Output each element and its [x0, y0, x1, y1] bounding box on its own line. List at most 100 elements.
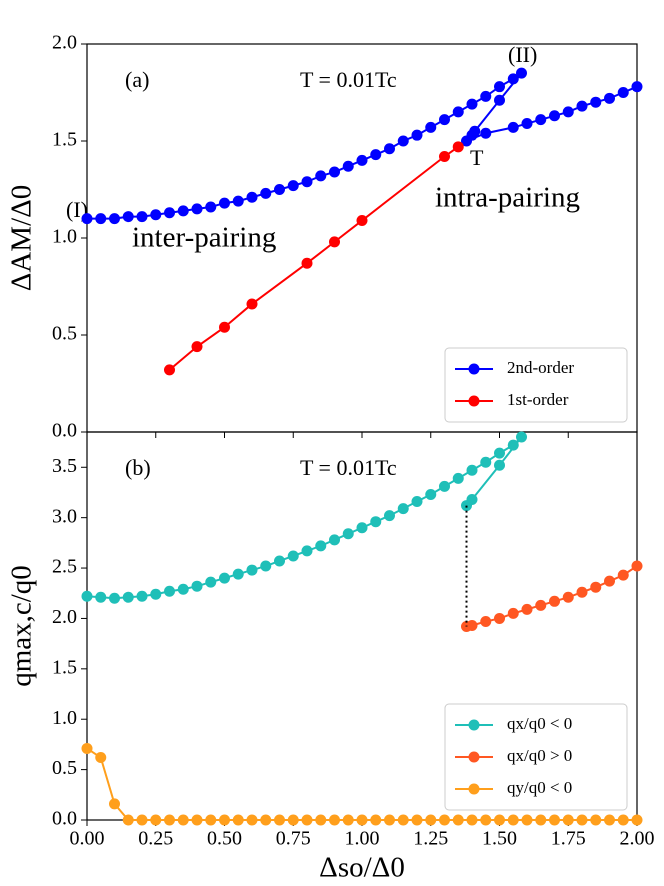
data-point [425, 121, 437, 133]
data-point [122, 211, 134, 223]
data-point [466, 619, 478, 631]
legend-label: qx/q0 > 0 [507, 746, 572, 765]
data-point [562, 814, 574, 826]
x-tick-label: 0.25 [138, 828, 173, 850]
data-point [177, 583, 189, 595]
data-point [232, 195, 244, 207]
x-tick-label: 0.50 [207, 828, 242, 850]
legend-marker [468, 783, 480, 795]
data-point [205, 814, 217, 826]
data-point [150, 814, 162, 826]
data-point [164, 585, 175, 597]
data-point [461, 135, 472, 147]
legend-label: 2nd-order [507, 358, 574, 377]
y-tick-label: 2.0 [52, 606, 77, 628]
x-tick-label: 0.00 [70, 828, 105, 850]
data-point [452, 472, 464, 484]
data-point [136, 814, 148, 826]
x-axis-label: Δso/Δ0 [319, 852, 405, 884]
data-point [535, 114, 547, 126]
legend-label: qx/q0 < 0 [507, 714, 572, 733]
data-point [205, 201, 217, 213]
annotation: T [470, 145, 484, 170]
data-point [246, 564, 258, 576]
data-point [136, 590, 148, 602]
data-point [494, 814, 505, 826]
data-point [397, 814, 409, 826]
data-point [452, 814, 464, 826]
data-point [287, 550, 299, 562]
data-point [164, 814, 175, 826]
data-point [95, 213, 107, 225]
data-point [342, 814, 354, 826]
x-tick-label: 1.75 [551, 828, 586, 850]
data-point [260, 814, 272, 826]
y-tick-label: 3.5 [52, 455, 77, 477]
data-point [549, 814, 560, 826]
data-point [521, 814, 533, 826]
panel-label: (a) [125, 67, 149, 92]
legend-marker [468, 751, 480, 763]
y-tick-label: 0.0 [52, 420, 77, 442]
y-tick-label: 0.5 [52, 757, 77, 779]
data-point [397, 135, 409, 147]
data-point [315, 170, 327, 182]
annotation: T = 0.01Tc [300, 67, 397, 92]
data-point [301, 814, 313, 826]
legend-box [444, 703, 628, 811]
data-point [425, 488, 437, 500]
data-point [590, 581, 602, 593]
data-point [576, 814, 588, 826]
data-point [617, 569, 629, 581]
data-point [411, 814, 423, 826]
data-point [507, 814, 519, 826]
data-point [356, 522, 368, 534]
panel: 0.0 0.5 1.0 1.5 2.0 2.5 3.0 3.5 0.00 0.25 0.50 0.75… [6, 431, 655, 884]
data-point [521, 603, 533, 615]
x-tick-label: 2.00 [620, 828, 655, 850]
y-tick-label: 1.5 [52, 656, 77, 678]
x-tick-label: 1.25 [413, 828, 448, 850]
data-point [397, 503, 409, 515]
data-point [494, 81, 505, 93]
data-point [329, 814, 340, 826]
data-point [631, 560, 643, 572]
data-point [177, 814, 189, 826]
data-point [466, 98, 478, 110]
data-point [246, 191, 258, 203]
legend-marker [468, 395, 480, 407]
data-point [590, 814, 602, 826]
data-point [109, 592, 120, 604]
data-point [617, 87, 629, 98]
data-point [521, 118, 533, 130]
data-point [219, 814, 230, 826]
y-axis-label: qmax,c/q0 [6, 565, 38, 687]
data-point [494, 459, 505, 471]
data-point [329, 166, 340, 178]
data-point [81, 213, 93, 225]
data-point [452, 141, 464, 153]
data-point [466, 464, 478, 476]
data-point [439, 814, 450, 826]
data-point [494, 94, 505, 106]
data-point [617, 814, 629, 826]
data-point [562, 591, 574, 603]
data-point [549, 110, 560, 122]
data-point [177, 205, 189, 217]
data-point [109, 798, 120, 810]
y-tick-label: 2.5 [52, 556, 77, 578]
data-point [342, 528, 354, 540]
annotation: (II) [508, 42, 537, 67]
data-point [315, 540, 327, 552]
data-point [562, 106, 574, 118]
data-point [480, 90, 492, 102]
data-point [549, 595, 560, 607]
data-point [246, 814, 258, 826]
x-tick-label: 1.50 [482, 828, 517, 850]
data-point [205, 576, 217, 588]
data-point [411, 496, 423, 508]
data-point [494, 447, 505, 459]
data-point [260, 187, 272, 199]
data-point [411, 129, 423, 141]
